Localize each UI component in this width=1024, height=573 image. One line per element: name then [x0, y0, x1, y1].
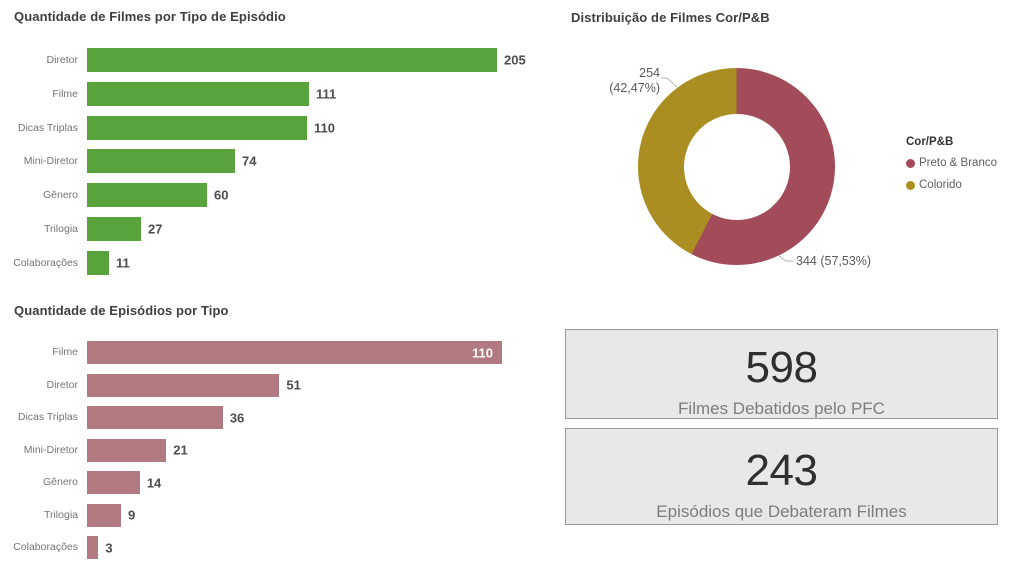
value-label: 60 [214, 187, 229, 203]
category-label: Mini-Diretor [23, 443, 78, 456]
category-label: Dicas Triplas [17, 121, 78, 134]
category-label: Mini-Diretor [23, 155, 78, 168]
chart-title: Quantidade de Filmes por Tipo de Episódi… [14, 9, 286, 24]
bar-track: 21 [87, 438, 502, 462]
donut-legend: Cor/P&B Preto & Branco Colorido [906, 136, 997, 196]
category-label: Gênero [42, 189, 78, 202]
kpi-card-films-debated: 598 Filmes Debatidos pelo PFC [565, 329, 998, 419]
bar[interactable] [87, 149, 235, 174]
legend-marker-icon [906, 158, 915, 168]
category-label: Trilogia [43, 222, 78, 235]
bar-track: 3 [87, 536, 502, 559]
legend-item-label: Preto & Branco [919, 157, 997, 169]
kpi-label: Episódios que Debateram Filmes [656, 502, 907, 521]
donut-hole [683, 113, 790, 220]
value-label: 74 [242, 153, 257, 169]
category-label: Diretor [46, 378, 78, 391]
bar[interactable] [87, 438, 167, 462]
kpi-value: 243 [745, 446, 818, 495]
value-label: 3 [105, 540, 113, 555]
value-label: 205 [504, 52, 526, 68]
kpi-label: Filmes Debatidos pelo PFC [678, 399, 885, 418]
value-label: 111 [316, 86, 337, 102]
bar-row: Diretor 51 [0, 373, 502, 407]
bar[interactable] [87, 471, 140, 494]
bar[interactable] [87, 250, 109, 275]
kpi-value: 598 [745, 343, 818, 392]
bar-row: Filme 111 [0, 81, 497, 116]
bar[interactable] [87, 115, 307, 140]
bar-track: 36 [87, 406, 502, 429]
bar-track: 110 [87, 115, 497, 140]
bar-track: 74 [87, 149, 497, 174]
legend-item-label: Colorido [919, 179, 962, 191]
bar-row: Mini-Diretor 74 [0, 149, 497, 183]
legend-marker-icon [906, 180, 915, 190]
category-label: Trilogia [43, 508, 78, 521]
donut-data-label-colorido: 254 (42,47%) [609, 66, 660, 95]
legend-title: Cor/P&B [906, 136, 954, 148]
legend-item-preto-branco[interactable]: Preto & Branco [906, 152, 997, 174]
bar-chart-films-by-episode-type: Quantidade de Filmes por Tipo de Episódi… [0, 0, 556, 295]
bar-track: 60 [87, 183, 497, 208]
bar-row: Dicas Triplas 36 [0, 406, 502, 439]
value-label: 14 [146, 475, 162, 490]
value-label: 9 [127, 507, 136, 523]
value-label: 110 [313, 120, 335, 136]
value-label: 27 [147, 221, 163, 237]
bar-row: Trilogia 27 [0, 216, 497, 251]
chart-title: Distribuição de Filmes Cor/P&B [571, 10, 770, 25]
bar-track: 27 [87, 216, 497, 241]
value-label: 51 [286, 377, 301, 393]
bar[interactable] [87, 81, 309, 106]
category-label: Colaborações [13, 541, 78, 553]
donut-data-label-preto-branco: 344 (57,53%) [796, 254, 872, 268]
bar-row: Gênero 60 [0, 183, 497, 217]
value-label: 36 [229, 410, 245, 425]
bar-row: Colaborações 3 [0, 536, 502, 569]
category-label: Diretor [46, 54, 78, 66]
legend-item-colorido[interactable]: Colorido [906, 174, 997, 196]
bar-chart-plot-area: Filme 110 Diretor 51 Dicas Triplas 36 Mini-Dir… [0, 341, 502, 569]
bar[interactable] [87, 373, 280, 397]
bar-track: 111 [87, 81, 497, 106]
donut-ring[interactable] [638, 68, 835, 265]
bar-row: Mini-Diretor 21 [0, 438, 502, 472]
bar[interactable] [87, 183, 207, 208]
bar-chart-episodes-by-type: Quantidade de Episódios por Tipo Filme 11… [0, 295, 556, 573]
value-label: 11 [116, 255, 130, 271]
bar-row: Colaborações 11 [0, 250, 497, 285]
value-label: 110 [472, 345, 493, 360]
chart-title: Quantidade de Episódios por Tipo [14, 303, 229, 318]
bar-track: 11 [87, 250, 497, 275]
category-label: Dicas Triplas [17, 411, 78, 423]
bar[interactable] [87, 216, 141, 241]
bar-track: 14 [87, 471, 502, 494]
donut-chart-color-distribution: Distribuição de Filmes Cor/P&B 254 (42,4… [556, 0, 1024, 300]
bar-chart-plot-area: Diretor 205 Filme 111 Dicas Triplas 110 Mini-D… [0, 48, 526, 285]
bar-track: 51 [87, 373, 502, 397]
bar-track: 110 [87, 341, 502, 364]
bar-row: Diretor 205 [0, 48, 526, 82]
bar[interactable] [87, 406, 223, 429]
bar-row: Filme 110 [0, 341, 502, 374]
category-label: Filme [52, 346, 78, 358]
bar-row: Gênero 14 [0, 471, 502, 504]
category-label: Gênero [42, 476, 78, 488]
bar-track: 9 [87, 503, 502, 527]
category-label: Filme [52, 87, 78, 100]
bar-row: Dicas Triplas 110 [0, 115, 497, 150]
bar[interactable] [87, 341, 502, 364]
bar-row: Trilogia 9 [0, 503, 502, 537]
bar[interactable] [87, 503, 121, 527]
kpi-card-episodes-debated: 243 Episódios que Debateram Filmes [565, 428, 998, 525]
category-label: Colaborações [13, 256, 78, 269]
bar-track: 205 [87, 48, 526, 72]
bar[interactable] [87, 536, 99, 559]
value-label: 21 [173, 442, 188, 458]
bar[interactable] [87, 48, 497, 72]
